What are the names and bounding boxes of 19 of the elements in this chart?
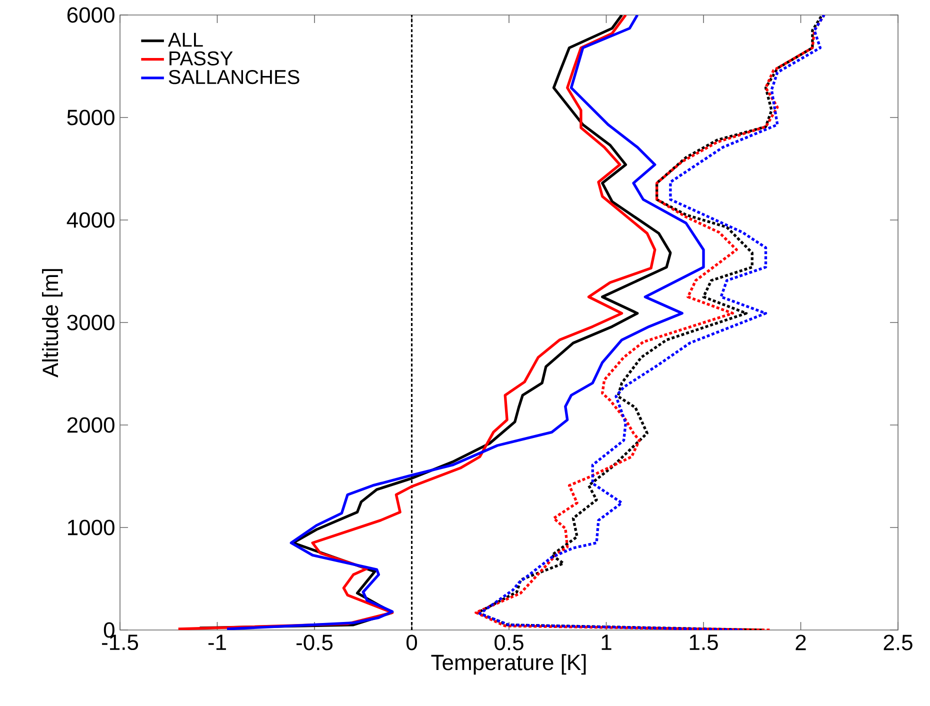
y-tick-label: 4000	[66, 212, 114, 228]
x-tick-label: -1	[208, 634, 226, 650]
y-tick-label: 5000	[67, 110, 114, 126]
x-tick-label: 2	[796, 634, 806, 650]
legend-label: SALLANCHES	[168, 70, 300, 84]
x-tick-label: -0.5	[296, 634, 333, 650]
y-tick-label: 1000	[68, 520, 114, 536]
y-tick-label: 6000	[67, 7, 114, 23]
y-tick-label: 2000	[67, 417, 114, 433]
x-tick-label: 2.5	[884, 634, 912, 650]
legend-label: ALL	[168, 32, 203, 47]
y-axis-title: Altitude [m]	[42, 269, 63, 378]
x-tick-label: 0	[406, 634, 418, 650]
y-tick-label: 3000	[67, 314, 114, 330]
legend-label: PASSY	[170, 51, 233, 66]
x-tick-label: 0.5	[494, 634, 524, 650]
x-tick-label: 1.5	[690, 634, 718, 650]
x-tick-label: 1	[602, 634, 612, 650]
x-axis-title: Temperature [K]	[431, 654, 586, 675]
